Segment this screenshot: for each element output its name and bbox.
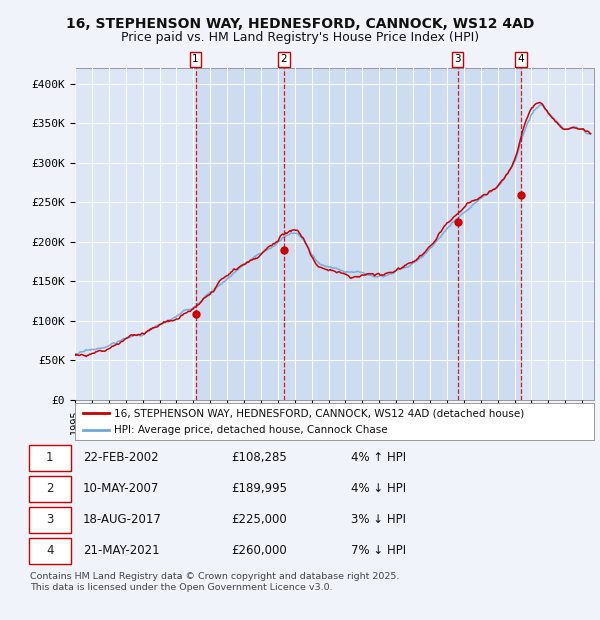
Text: £225,000: £225,000 xyxy=(231,513,287,526)
Text: 10-MAY-2007: 10-MAY-2007 xyxy=(83,482,160,495)
Text: £260,000: £260,000 xyxy=(231,544,287,557)
Text: 1: 1 xyxy=(46,451,53,464)
Text: 4% ↑ HPI: 4% ↑ HPI xyxy=(351,451,406,464)
Text: Price paid vs. HM Land Registry's House Price Index (HPI): Price paid vs. HM Land Registry's House … xyxy=(121,31,479,43)
Text: Contains HM Land Registry data © Crown copyright and database right 2025.
This d: Contains HM Land Registry data © Crown c… xyxy=(30,572,400,591)
Text: 21-MAY-2021: 21-MAY-2021 xyxy=(83,544,160,557)
Text: 7% ↓ HPI: 7% ↓ HPI xyxy=(351,544,406,557)
FancyBboxPatch shape xyxy=(29,445,71,471)
Text: £189,995: £189,995 xyxy=(231,482,287,495)
Text: 3: 3 xyxy=(454,54,461,64)
Text: 4: 4 xyxy=(46,544,53,557)
Text: 4: 4 xyxy=(518,54,524,64)
Text: 18-AUG-2017: 18-AUG-2017 xyxy=(83,513,162,526)
Text: 2: 2 xyxy=(281,54,287,64)
Text: £108,285: £108,285 xyxy=(231,451,287,464)
Bar xyxy=(196,68,521,400)
Text: 4% ↓ HPI: 4% ↓ HPI xyxy=(351,482,406,495)
Text: 22-FEB-2002: 22-FEB-2002 xyxy=(83,451,158,464)
FancyBboxPatch shape xyxy=(29,476,71,502)
Text: 16, STEPHENSON WAY, HEDNESFORD, CANNOCK, WS12 4AD (detached house): 16, STEPHENSON WAY, HEDNESFORD, CANNOCK,… xyxy=(114,408,524,418)
Text: 3% ↓ HPI: 3% ↓ HPI xyxy=(351,513,406,526)
Text: 2: 2 xyxy=(46,482,53,495)
FancyBboxPatch shape xyxy=(29,507,71,533)
FancyBboxPatch shape xyxy=(29,538,71,564)
Text: 3: 3 xyxy=(46,513,53,526)
Text: 16, STEPHENSON WAY, HEDNESFORD, CANNOCK, WS12 4AD: 16, STEPHENSON WAY, HEDNESFORD, CANNOCK,… xyxy=(66,17,534,30)
Text: 1: 1 xyxy=(192,54,199,64)
Text: HPI: Average price, detached house, Cannock Chase: HPI: Average price, detached house, Cann… xyxy=(114,425,388,435)
